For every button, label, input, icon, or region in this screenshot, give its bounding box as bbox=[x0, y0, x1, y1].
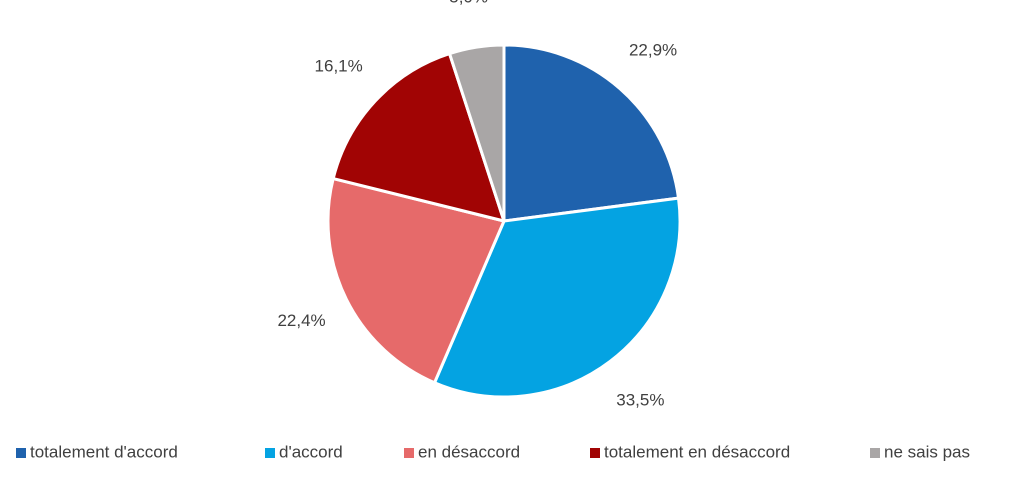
data-label: 22,9% bbox=[629, 41, 677, 60]
legend-label: en désaccord bbox=[418, 442, 520, 461]
pie-slice bbox=[448, 43, 506, 223]
legend-swatch bbox=[404, 448, 414, 458]
data-label: 33,5% bbox=[616, 391, 664, 410]
data-label: 22,4% bbox=[277, 311, 325, 330]
pie-slice bbox=[433, 196, 682, 399]
pie-slice bbox=[326, 177, 506, 385]
legend-label: d'accord bbox=[279, 442, 343, 461]
legend-swatch bbox=[870, 448, 880, 458]
legend-label: totalement d'accord bbox=[30, 442, 178, 461]
data-label: 5,0% bbox=[449, 0, 488, 6]
legend-swatch bbox=[16, 448, 26, 458]
pie-slice bbox=[502, 43, 681, 223]
data-label: 16,1% bbox=[315, 56, 363, 75]
pie-slice bbox=[331, 52, 506, 223]
legend-swatch bbox=[590, 448, 600, 458]
legend-label: ne sais pas bbox=[884, 442, 970, 461]
legend-label: totalement en désaccord bbox=[604, 442, 790, 461]
legend-swatch bbox=[265, 448, 275, 458]
